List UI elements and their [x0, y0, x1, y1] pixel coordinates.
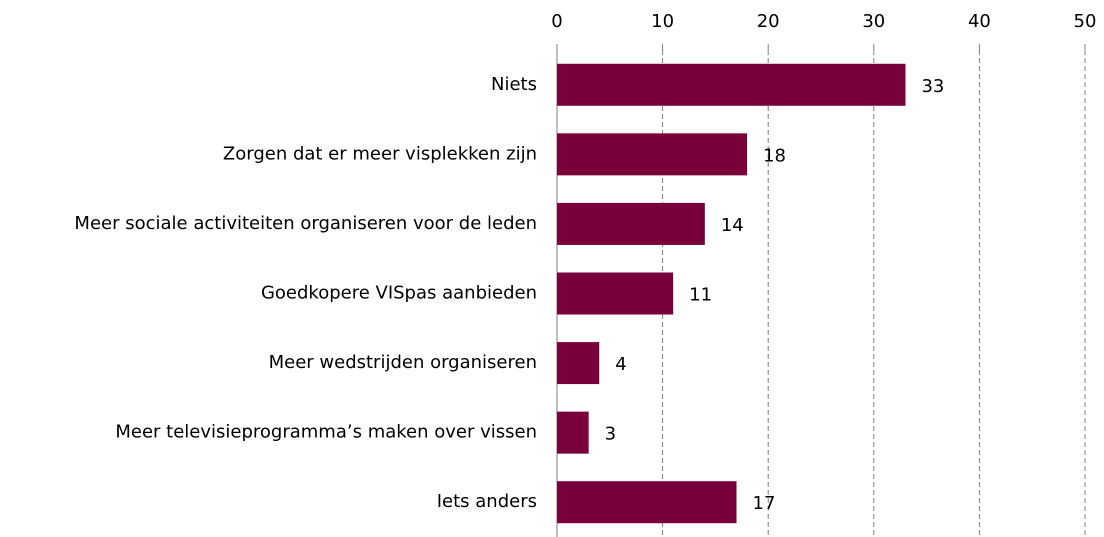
y-tick-label: Meer sociale activiteiten organiseren vo…	[74, 213, 537, 234]
x-tick-label: 20	[757, 11, 780, 32]
y-tick-label: Zorgen dat er meer visplekken zijn	[223, 143, 537, 164]
bar	[557, 342, 600, 385]
y-tick-label: Iets anders	[437, 491, 537, 512]
x-tick-label: 0	[551, 11, 562, 32]
y-tick-label: Meer wedstrijden organiseren	[269, 352, 537, 373]
x-tick-label: 30	[862, 11, 885, 32]
x-tick-label: 40	[968, 11, 991, 32]
bar	[557, 272, 674, 315]
data-label: 18	[763, 145, 786, 166]
bar	[557, 63, 906, 106]
bar	[557, 202, 705, 245]
bar	[557, 411, 589, 454]
x-tick-label: 50	[1074, 11, 1097, 32]
y-tick-label: Niets	[491, 74, 537, 95]
data-label: 4	[615, 354, 626, 375]
y-tick-label: Goedkopere VISpas aanbieden	[261, 283, 537, 304]
data-label: 17	[753, 493, 776, 514]
bar	[557, 133, 748, 176]
data-label: 3	[605, 424, 616, 445]
y-tick-label: Meer televisieprogramma’s maken over vis…	[115, 422, 537, 443]
bar	[557, 481, 737, 524]
data-label: 11	[689, 285, 712, 306]
data-label: 33	[921, 76, 944, 97]
data-label: 14	[721, 215, 744, 236]
x-tick-label: 10	[651, 11, 674, 32]
